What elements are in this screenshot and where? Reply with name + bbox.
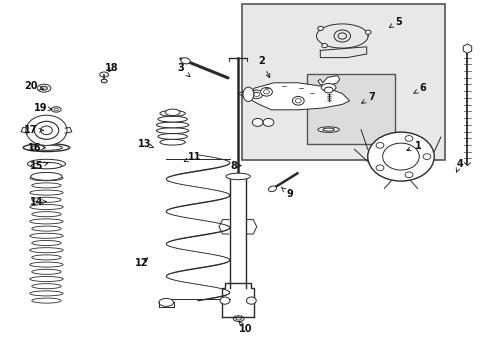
Ellipse shape [30, 291, 63, 296]
Circle shape [404, 136, 412, 141]
Ellipse shape [160, 139, 185, 145]
Ellipse shape [30, 233, 63, 238]
Ellipse shape [321, 84, 335, 91]
Text: 12: 12 [135, 258, 148, 268]
Ellipse shape [32, 284, 61, 289]
Text: 11: 11 [184, 152, 201, 162]
Circle shape [292, 96, 304, 105]
Text: 3: 3 [177, 63, 190, 77]
Ellipse shape [243, 87, 253, 102]
Text: 18: 18 [104, 63, 118, 73]
Ellipse shape [317, 127, 339, 132]
Ellipse shape [322, 128, 334, 131]
Ellipse shape [30, 276, 63, 282]
Circle shape [404, 172, 412, 177]
Circle shape [263, 118, 273, 126]
Circle shape [250, 90, 262, 99]
Circle shape [220, 297, 229, 304]
Ellipse shape [51, 107, 61, 112]
Text: 20: 20 [24, 81, 43, 91]
Ellipse shape [30, 262, 63, 267]
Ellipse shape [32, 212, 61, 217]
Text: 8: 8 [230, 161, 241, 171]
Ellipse shape [23, 144, 70, 152]
Circle shape [26, 115, 67, 145]
Ellipse shape [324, 87, 332, 93]
Text: 16: 16 [27, 143, 45, 153]
Text: 9: 9 [281, 187, 292, 199]
Ellipse shape [31, 162, 61, 169]
Ellipse shape [156, 128, 188, 134]
Ellipse shape [32, 240, 61, 246]
Text: 14: 14 [30, 197, 46, 207]
Polygon shape [462, 44, 471, 53]
Circle shape [252, 118, 263, 126]
Polygon shape [317, 76, 339, 86]
Ellipse shape [30, 176, 63, 181]
Ellipse shape [30, 219, 63, 224]
Circle shape [367, 132, 433, 181]
Circle shape [365, 30, 370, 34]
Ellipse shape [32, 255, 61, 260]
Text: 13: 13 [137, 139, 154, 149]
Text: 5: 5 [388, 17, 401, 27]
Ellipse shape [225, 173, 250, 180]
Circle shape [382, 143, 418, 170]
Text: 4: 4 [455, 159, 462, 172]
Text: 2: 2 [258, 56, 269, 78]
Ellipse shape [268, 186, 276, 192]
Text: 7: 7 [361, 92, 374, 103]
Circle shape [246, 297, 256, 304]
Ellipse shape [156, 122, 188, 128]
Ellipse shape [233, 316, 244, 321]
Ellipse shape [100, 72, 108, 77]
Text: 15: 15 [30, 161, 48, 171]
Ellipse shape [41, 86, 47, 90]
Ellipse shape [30, 248, 63, 253]
Circle shape [317, 26, 323, 31]
Ellipse shape [181, 58, 190, 64]
Ellipse shape [101, 79, 107, 83]
Ellipse shape [158, 116, 187, 122]
FancyBboxPatch shape [306, 74, 394, 144]
Ellipse shape [30, 190, 63, 195]
Circle shape [375, 165, 383, 171]
Circle shape [34, 121, 59, 139]
Ellipse shape [32, 298, 61, 303]
Ellipse shape [31, 172, 62, 180]
Circle shape [375, 143, 383, 148]
Ellipse shape [165, 109, 180, 116]
Circle shape [422, 154, 430, 159]
Text: 19: 19 [34, 103, 52, 113]
Text: 6: 6 [413, 83, 426, 93]
Ellipse shape [37, 84, 51, 92]
Ellipse shape [32, 226, 61, 231]
Ellipse shape [160, 111, 185, 116]
Text: 17: 17 [24, 125, 43, 135]
Ellipse shape [30, 204, 63, 210]
Circle shape [260, 87, 272, 96]
Text: 10: 10 [239, 321, 252, 334]
Ellipse shape [158, 134, 187, 139]
FancyBboxPatch shape [242, 4, 444, 160]
Ellipse shape [32, 197, 61, 202]
Ellipse shape [32, 183, 61, 188]
Circle shape [321, 44, 327, 48]
Ellipse shape [159, 298, 173, 306]
Ellipse shape [32, 269, 61, 274]
Ellipse shape [27, 159, 65, 168]
Text: 1: 1 [406, 141, 421, 151]
Polygon shape [246, 83, 349, 110]
